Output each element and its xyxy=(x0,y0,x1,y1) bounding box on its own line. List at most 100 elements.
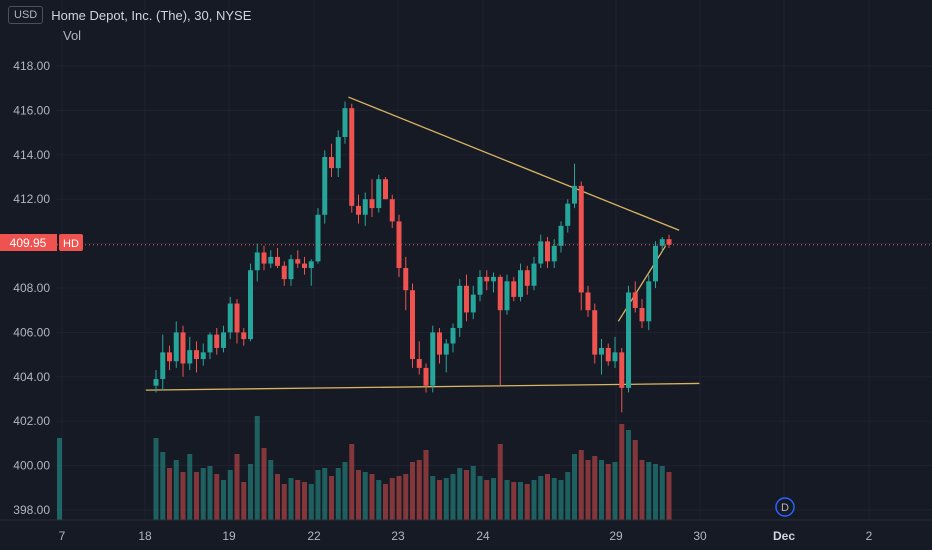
candle-body xyxy=(626,292,631,388)
volume-bar xyxy=(410,462,415,520)
candle-body xyxy=(410,290,415,360)
y-axis-panel xyxy=(0,0,57,520)
candle-body xyxy=(322,157,328,215)
x-tick-label: 2 xyxy=(866,529,873,543)
candle-body xyxy=(153,379,159,386)
candle-body xyxy=(275,256,280,266)
volume-bar xyxy=(457,468,463,520)
volume-bar xyxy=(369,474,375,520)
candle-body xyxy=(423,367,429,386)
candle-body xyxy=(504,281,510,311)
candle-body xyxy=(234,303,240,333)
candle-body xyxy=(389,199,395,222)
volume-bar xyxy=(450,474,456,520)
candle-body xyxy=(666,239,672,245)
volume-bar xyxy=(538,476,544,520)
volume-bar xyxy=(558,480,564,520)
volume-bar xyxy=(349,444,355,520)
candle-body xyxy=(416,359,422,368)
chart-header: USD Home Depot, Inc. (The), 30, NYSE xyxy=(8,6,251,24)
candle-body xyxy=(396,221,402,269)
candle-body xyxy=(194,350,199,360)
volume-bar xyxy=(659,466,665,520)
candle-body xyxy=(403,268,409,291)
candle-body xyxy=(470,294,476,313)
volume-bar xyxy=(302,482,307,520)
candle-body xyxy=(450,327,456,344)
candle-body xyxy=(268,256,274,264)
volume-bar xyxy=(511,482,517,520)
y-tick-label: 398.00 xyxy=(13,503,50,517)
candle-body xyxy=(383,179,388,200)
volume-bar xyxy=(322,468,328,520)
candle-body xyxy=(518,270,523,297)
volume-bar xyxy=(288,478,294,520)
volume-bar xyxy=(504,480,510,520)
candle-body xyxy=(261,252,267,264)
volume-bar xyxy=(524,484,530,520)
volume-bar xyxy=(639,460,645,520)
candle-body xyxy=(180,332,186,364)
candle-body xyxy=(599,347,604,355)
volume-indicator-label[interactable]: Vol xyxy=(63,28,82,43)
candle-body xyxy=(187,350,193,364)
volume-bar xyxy=(599,460,604,520)
candle-body xyxy=(443,343,449,355)
candle-body xyxy=(653,245,658,282)
volume-bar xyxy=(221,480,226,520)
x-tick-label: Dec xyxy=(773,529,795,543)
resistance-trendline[interactable] xyxy=(348,96,680,231)
volume-bar xyxy=(295,480,301,520)
y-tick-label: 408.00 xyxy=(13,281,50,295)
candle-body xyxy=(592,310,598,355)
chart-grid xyxy=(57,0,932,520)
x-tick-label: 24 xyxy=(476,529,490,543)
candle-body xyxy=(659,239,665,246)
candle-body xyxy=(315,214,321,262)
candle-body xyxy=(221,332,226,348)
volume-bar xyxy=(403,474,409,520)
volume-bar xyxy=(470,466,476,520)
y-tick-label: 400.00 xyxy=(13,459,50,473)
volume-bar xyxy=(389,478,395,520)
volume-bar xyxy=(653,464,658,520)
volume-bar xyxy=(518,482,523,520)
volume-bar xyxy=(342,462,348,520)
volume-bar xyxy=(666,472,672,520)
volume-bar xyxy=(464,470,469,520)
candle-body xyxy=(558,225,564,246)
volume-bars xyxy=(57,416,672,520)
candle-body xyxy=(605,347,611,362)
dividend-icon[interactable]: D xyxy=(775,497,795,517)
candle-body xyxy=(227,303,233,333)
x-tick-label: 30 xyxy=(693,529,707,543)
candle-body xyxy=(524,270,530,286)
x-axis[interactable]: 7 18 19 22 23 24 29 30 Dec 2 xyxy=(59,529,873,543)
volume-bar xyxy=(443,478,449,520)
symbol-title[interactable]: Home Depot, Inc. (The), 30, NYSE xyxy=(51,7,252,23)
volume-bar xyxy=(261,448,267,520)
candle-body xyxy=(545,241,550,262)
x-tick-label: 19 xyxy=(222,529,236,543)
volume-bar xyxy=(180,472,186,520)
volume-bar xyxy=(396,476,402,520)
volume-bar xyxy=(356,470,361,520)
volume-bar xyxy=(416,460,422,520)
y-tick-label: 412.00 xyxy=(13,192,50,206)
volume-bar xyxy=(194,472,199,520)
volume-bar xyxy=(160,452,166,520)
volume-bar xyxy=(497,444,503,520)
volume-bar xyxy=(612,462,618,520)
support-trendline[interactable] xyxy=(145,382,700,391)
volume-bar xyxy=(565,472,571,520)
currency-label[interactable]: USD xyxy=(8,6,44,24)
candle-body xyxy=(497,276,503,311)
volume-bar xyxy=(57,438,62,520)
candle-body xyxy=(538,241,544,264)
candle-body xyxy=(167,352,172,362)
volume-bar xyxy=(632,440,638,520)
volume-bar xyxy=(646,462,652,520)
volume-bar xyxy=(362,472,368,520)
candle-body xyxy=(619,352,625,388)
